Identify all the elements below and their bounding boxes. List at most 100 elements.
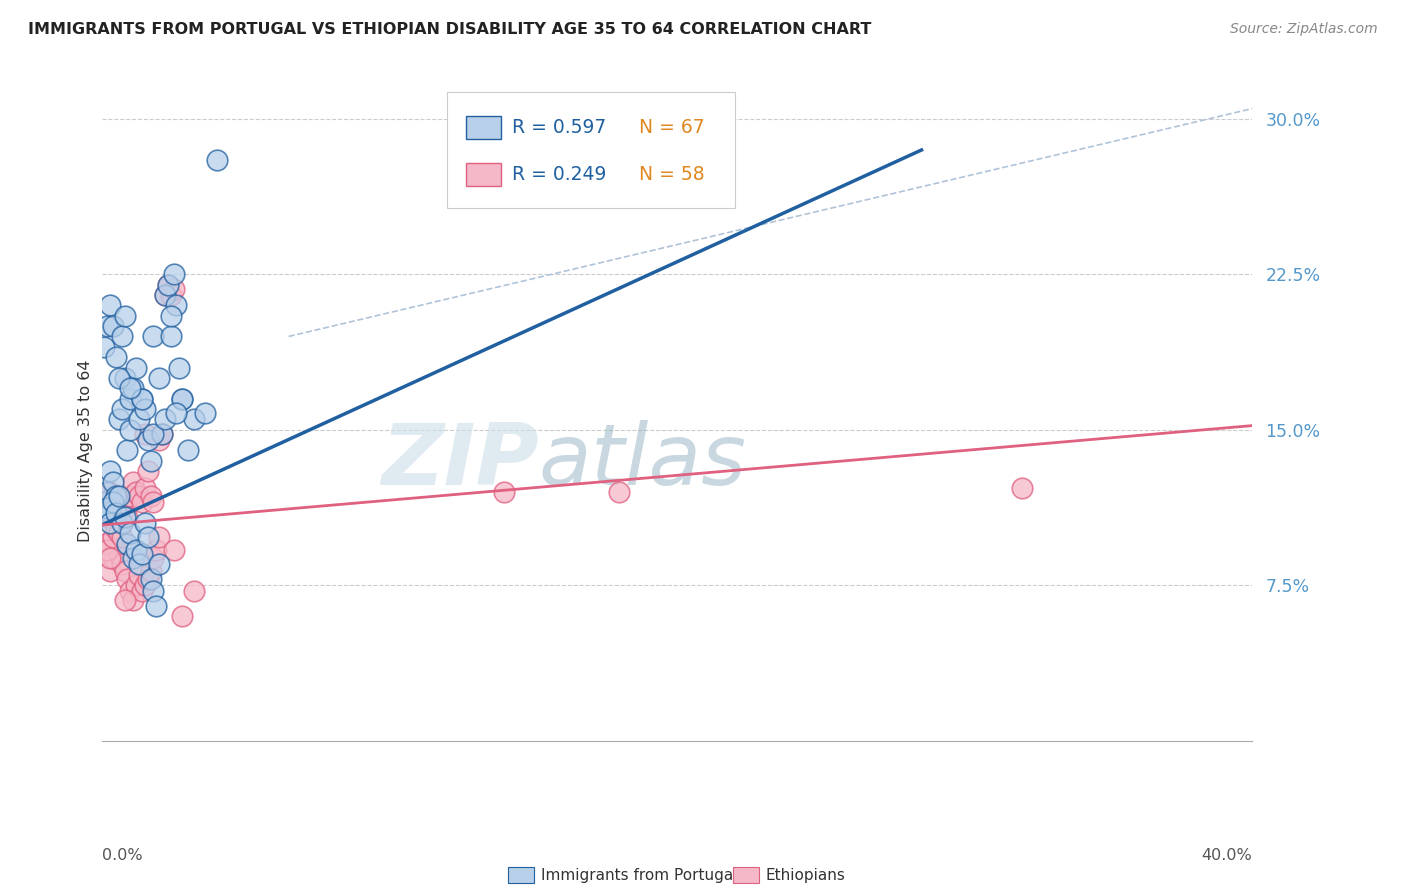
Point bbox=[96, 501, 118, 516]
Point bbox=[108, 526, 131, 541]
Point bbox=[142, 495, 165, 509]
Point bbox=[120, 526, 142, 541]
Point bbox=[117, 509, 139, 524]
Text: Source: ZipAtlas.com: Source: ZipAtlas.com bbox=[1230, 22, 1378, 37]
Point bbox=[128, 489, 150, 503]
Point bbox=[162, 543, 184, 558]
Point bbox=[114, 371, 136, 385]
Point bbox=[111, 495, 134, 509]
Point bbox=[139, 489, 162, 503]
Text: Ethiopians: Ethiopians bbox=[766, 868, 845, 883]
Point bbox=[177, 443, 200, 458]
Point bbox=[162, 282, 184, 296]
Text: 0.0%: 0.0% bbox=[101, 848, 142, 863]
Point bbox=[125, 360, 148, 375]
Point bbox=[172, 609, 194, 624]
Point bbox=[117, 443, 139, 458]
Point bbox=[114, 564, 136, 578]
Point bbox=[101, 319, 124, 334]
Point bbox=[150, 426, 173, 441]
Point bbox=[101, 495, 124, 509]
Point bbox=[139, 564, 162, 578]
Point bbox=[120, 423, 142, 437]
Point bbox=[101, 475, 124, 489]
Point bbox=[153, 288, 176, 302]
Point bbox=[104, 522, 127, 536]
Point bbox=[111, 402, 134, 417]
Point bbox=[142, 329, 165, 343]
Point bbox=[128, 567, 150, 582]
Point bbox=[117, 572, 139, 586]
Point bbox=[101, 489, 124, 503]
Point bbox=[104, 489, 127, 503]
Point bbox=[139, 572, 162, 586]
Text: N = 58: N = 58 bbox=[638, 165, 704, 184]
Point bbox=[159, 309, 181, 323]
Point bbox=[98, 516, 121, 530]
Point bbox=[114, 501, 136, 516]
Point bbox=[194, 406, 217, 420]
Point bbox=[134, 426, 156, 441]
Point bbox=[120, 381, 142, 395]
Point bbox=[114, 509, 136, 524]
Point bbox=[125, 543, 148, 558]
Point bbox=[111, 558, 134, 572]
Point bbox=[162, 268, 184, 282]
Point bbox=[134, 402, 156, 417]
Point bbox=[142, 426, 165, 441]
Text: R = 0.597: R = 0.597 bbox=[512, 118, 606, 137]
FancyBboxPatch shape bbox=[467, 163, 501, 186]
Point bbox=[159, 329, 181, 343]
Point bbox=[183, 412, 205, 426]
Point bbox=[145, 543, 167, 558]
Text: atlas: atlas bbox=[538, 420, 747, 503]
Point bbox=[98, 464, 121, 478]
Point bbox=[159, 288, 181, 302]
Point bbox=[494, 484, 516, 499]
Point bbox=[136, 464, 159, 478]
Point bbox=[98, 298, 121, 312]
Point bbox=[96, 319, 118, 334]
Point bbox=[142, 584, 165, 599]
Point bbox=[98, 564, 121, 578]
Point bbox=[156, 277, 179, 292]
Point bbox=[169, 360, 191, 375]
Point bbox=[131, 392, 153, 406]
Point bbox=[108, 506, 131, 520]
Point bbox=[172, 392, 194, 406]
Point bbox=[111, 329, 134, 343]
Point bbox=[136, 572, 159, 586]
Point bbox=[108, 371, 131, 385]
Point bbox=[104, 495, 127, 509]
Point bbox=[101, 531, 124, 545]
Point bbox=[172, 392, 194, 406]
Point bbox=[122, 592, 145, 607]
Point bbox=[120, 392, 142, 406]
Point bbox=[156, 277, 179, 292]
Point bbox=[96, 537, 118, 551]
Point bbox=[120, 584, 142, 599]
Point bbox=[1011, 481, 1033, 495]
Point bbox=[122, 381, 145, 395]
Point bbox=[98, 551, 121, 566]
Point bbox=[93, 509, 115, 524]
Point bbox=[145, 599, 167, 613]
Point bbox=[148, 531, 170, 545]
Point bbox=[139, 454, 162, 468]
Point bbox=[114, 592, 136, 607]
Point bbox=[125, 578, 148, 592]
Point bbox=[165, 406, 187, 420]
Point bbox=[104, 506, 127, 520]
Y-axis label: Disability Age 35 to 64: Disability Age 35 to 64 bbox=[79, 359, 93, 541]
Point bbox=[136, 531, 159, 545]
Point bbox=[93, 495, 115, 509]
Point bbox=[128, 412, 150, 426]
Point bbox=[96, 484, 118, 499]
Point bbox=[134, 578, 156, 592]
Point bbox=[93, 537, 115, 551]
Point bbox=[131, 392, 153, 406]
Point bbox=[153, 288, 176, 302]
Point bbox=[125, 484, 148, 499]
Point bbox=[117, 537, 139, 551]
Point bbox=[122, 475, 145, 489]
